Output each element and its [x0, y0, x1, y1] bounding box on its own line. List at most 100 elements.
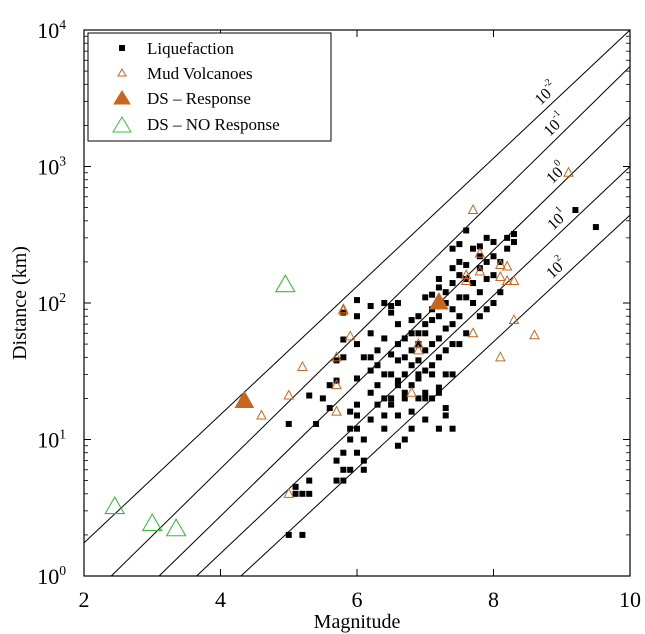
point-square-55 — [394, 442, 401, 449]
x-axis-title: Magnitude — [314, 611, 401, 633]
point-square-131 — [476, 265, 483, 272]
point-square-1 — [299, 531, 306, 538]
contour-line-2 — [158, 116, 631, 577]
legend-ds-no-response-label: DS – NO Response — [147, 115, 280, 134]
legend-ds-response-marker — [113, 90, 131, 105]
point-square-80 — [415, 313, 422, 320]
point-square-31 — [354, 375, 360, 382]
point-square-48 — [381, 335, 388, 342]
point-square-44 — [381, 425, 388, 432]
point-square-161 — [354, 313, 360, 320]
point-square-4 — [306, 477, 313, 484]
y-tick-label-4: 104 — [37, 17, 66, 43]
point-triangle-open-16 — [467, 327, 479, 338]
point-triangle-open-2 — [283, 389, 295, 400]
legend-liquefaction-marker — [119, 45, 125, 51]
x-tick-label-2: 6 — [352, 587, 363, 612]
point-triangle-open-27 — [563, 166, 574, 177]
point-square-159 — [442, 412, 449, 419]
point-square-112 — [449, 280, 456, 287]
point-square-85 — [422, 347, 429, 354]
point-square-58 — [394, 357, 401, 364]
legend: Liquefaction Mud Volcanoes DS – Response… — [87, 32, 332, 142]
point-square-59 — [394, 341, 401, 348]
point-square-5 — [306, 490, 313, 497]
point-square-141 — [490, 238, 497, 245]
point-square-104 — [442, 347, 449, 354]
y-tick-label-3: 103 — [37, 154, 66, 180]
point-square-57 — [394, 382, 401, 389]
point-triangle-open-large-2 — [165, 518, 187, 537]
point-square-36 — [367, 389, 374, 396]
axis-ticks — [83, 29, 631, 577]
point-square-77 — [415, 357, 422, 364]
point-square-86 — [422, 330, 429, 337]
point-square-137 — [483, 234, 490, 241]
point-square-97 — [435, 335, 442, 342]
point-square-125 — [463, 227, 470, 234]
point-triangle-open-19 — [494, 258, 506, 269]
point-square-33 — [360, 457, 367, 464]
point-square-15 — [340, 466, 347, 473]
point-square-115 — [456, 341, 463, 348]
point-square-150 — [388, 401, 395, 408]
point-square-6 — [292, 483, 299, 490]
point-square-94 — [429, 291, 436, 298]
point-square-38 — [367, 354, 374, 361]
point-square-75 — [415, 395, 422, 402]
legend-mud-volcanoes-marker — [117, 67, 127, 77]
point-triangle-open-large-0 — [104, 495, 126, 515]
point-square-25 — [340, 336, 347, 343]
point-square-154 — [435, 389, 442, 396]
point-square-19 — [347, 466, 354, 473]
point-square-156 — [354, 341, 360, 348]
point-square-62 — [401, 436, 408, 443]
point-square-120 — [456, 241, 463, 248]
point-square-68 — [408, 425, 415, 432]
contour-lines — [83, 29, 631, 577]
point-triangle-open-6 — [331, 405, 342, 416]
point-square-127 — [470, 280, 477, 287]
point-square-65 — [401, 354, 408, 361]
point-square-67 — [401, 395, 408, 402]
point-square-7 — [285, 420, 292, 427]
point-square-79 — [415, 330, 422, 337]
point-triangle-open-8 — [338, 304, 349, 315]
point-square-53 — [388, 309, 395, 316]
point-square-14 — [333, 457, 340, 464]
point-square-81 — [415, 375, 422, 382]
point-square-132 — [476, 253, 483, 260]
point-square-60 — [394, 321, 401, 328]
x-tick-label-1: 4 — [215, 587, 226, 612]
x-tick-label-3: 8 — [488, 587, 499, 612]
point-square-61 — [394, 300, 401, 306]
point-square-11 — [326, 405, 333, 412]
point-square-66 — [401, 335, 408, 342]
point-square-101 — [435, 275, 442, 282]
point-triangle-open-20 — [494, 270, 506, 282]
point-square-130 — [476, 289, 483, 296]
point-square-32 — [360, 466, 367, 473]
y-tick-label-0: 100 — [37, 563, 66, 589]
point-square-135 — [483, 275, 490, 282]
point-square-28 — [354, 425, 360, 432]
point-square-51 — [388, 371, 395, 378]
point-square-145 — [504, 234, 511, 241]
point-square-110 — [449, 321, 456, 328]
point-square-100 — [435, 284, 442, 291]
point-triangle-open-26 — [529, 329, 540, 340]
point-triangle-open-12 — [413, 338, 424, 349]
point-square-95 — [435, 384, 442, 391]
point-square-146 — [510, 238, 517, 245]
point-square-29 — [354, 412, 360, 419]
point-square-121 — [463, 330, 470, 337]
point-square-30 — [354, 401, 360, 408]
point-square-46 — [381, 371, 388, 378]
point-triangle-open-3 — [297, 360, 308, 371]
point-square-152 — [415, 341, 422, 348]
legend-box — [87, 32, 332, 142]
point-triangle-open-23 — [501, 260, 513, 271]
point-square-87 — [422, 321, 429, 328]
point-square-96 — [435, 354, 442, 361]
point-square-16 — [340, 477, 347, 484]
